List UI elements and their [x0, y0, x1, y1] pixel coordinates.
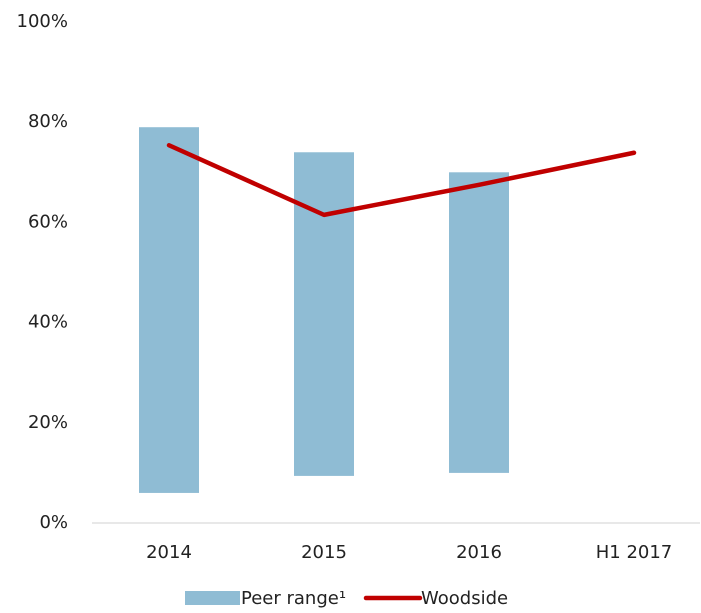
y-tick-label: 60% — [28, 211, 68, 232]
x-tick-label: 2016 — [456, 542, 502, 563]
range-bar — [139, 127, 199, 493]
range-bar — [294, 152, 354, 476]
y-tick-label: 80% — [28, 111, 68, 132]
range-bar — [449, 172, 509, 473]
y-tick-label: 100% — [17, 11, 68, 32]
legend-label: Peer range¹ — [241, 588, 346, 609]
legend-label: Woodside — [421, 588, 508, 609]
legend-swatch — [185, 591, 240, 605]
line — [166, 142, 637, 218]
y-tick-label: 0% — [39, 512, 68, 533]
x-tick-label: 2015 — [301, 542, 347, 563]
x-tick-label: H1 2017 — [596, 542, 673, 563]
y-tick-label: 40% — [28, 312, 68, 333]
x-tick-label: 2014 — [146, 542, 192, 563]
y-tick-label: 20% — [28, 412, 68, 433]
